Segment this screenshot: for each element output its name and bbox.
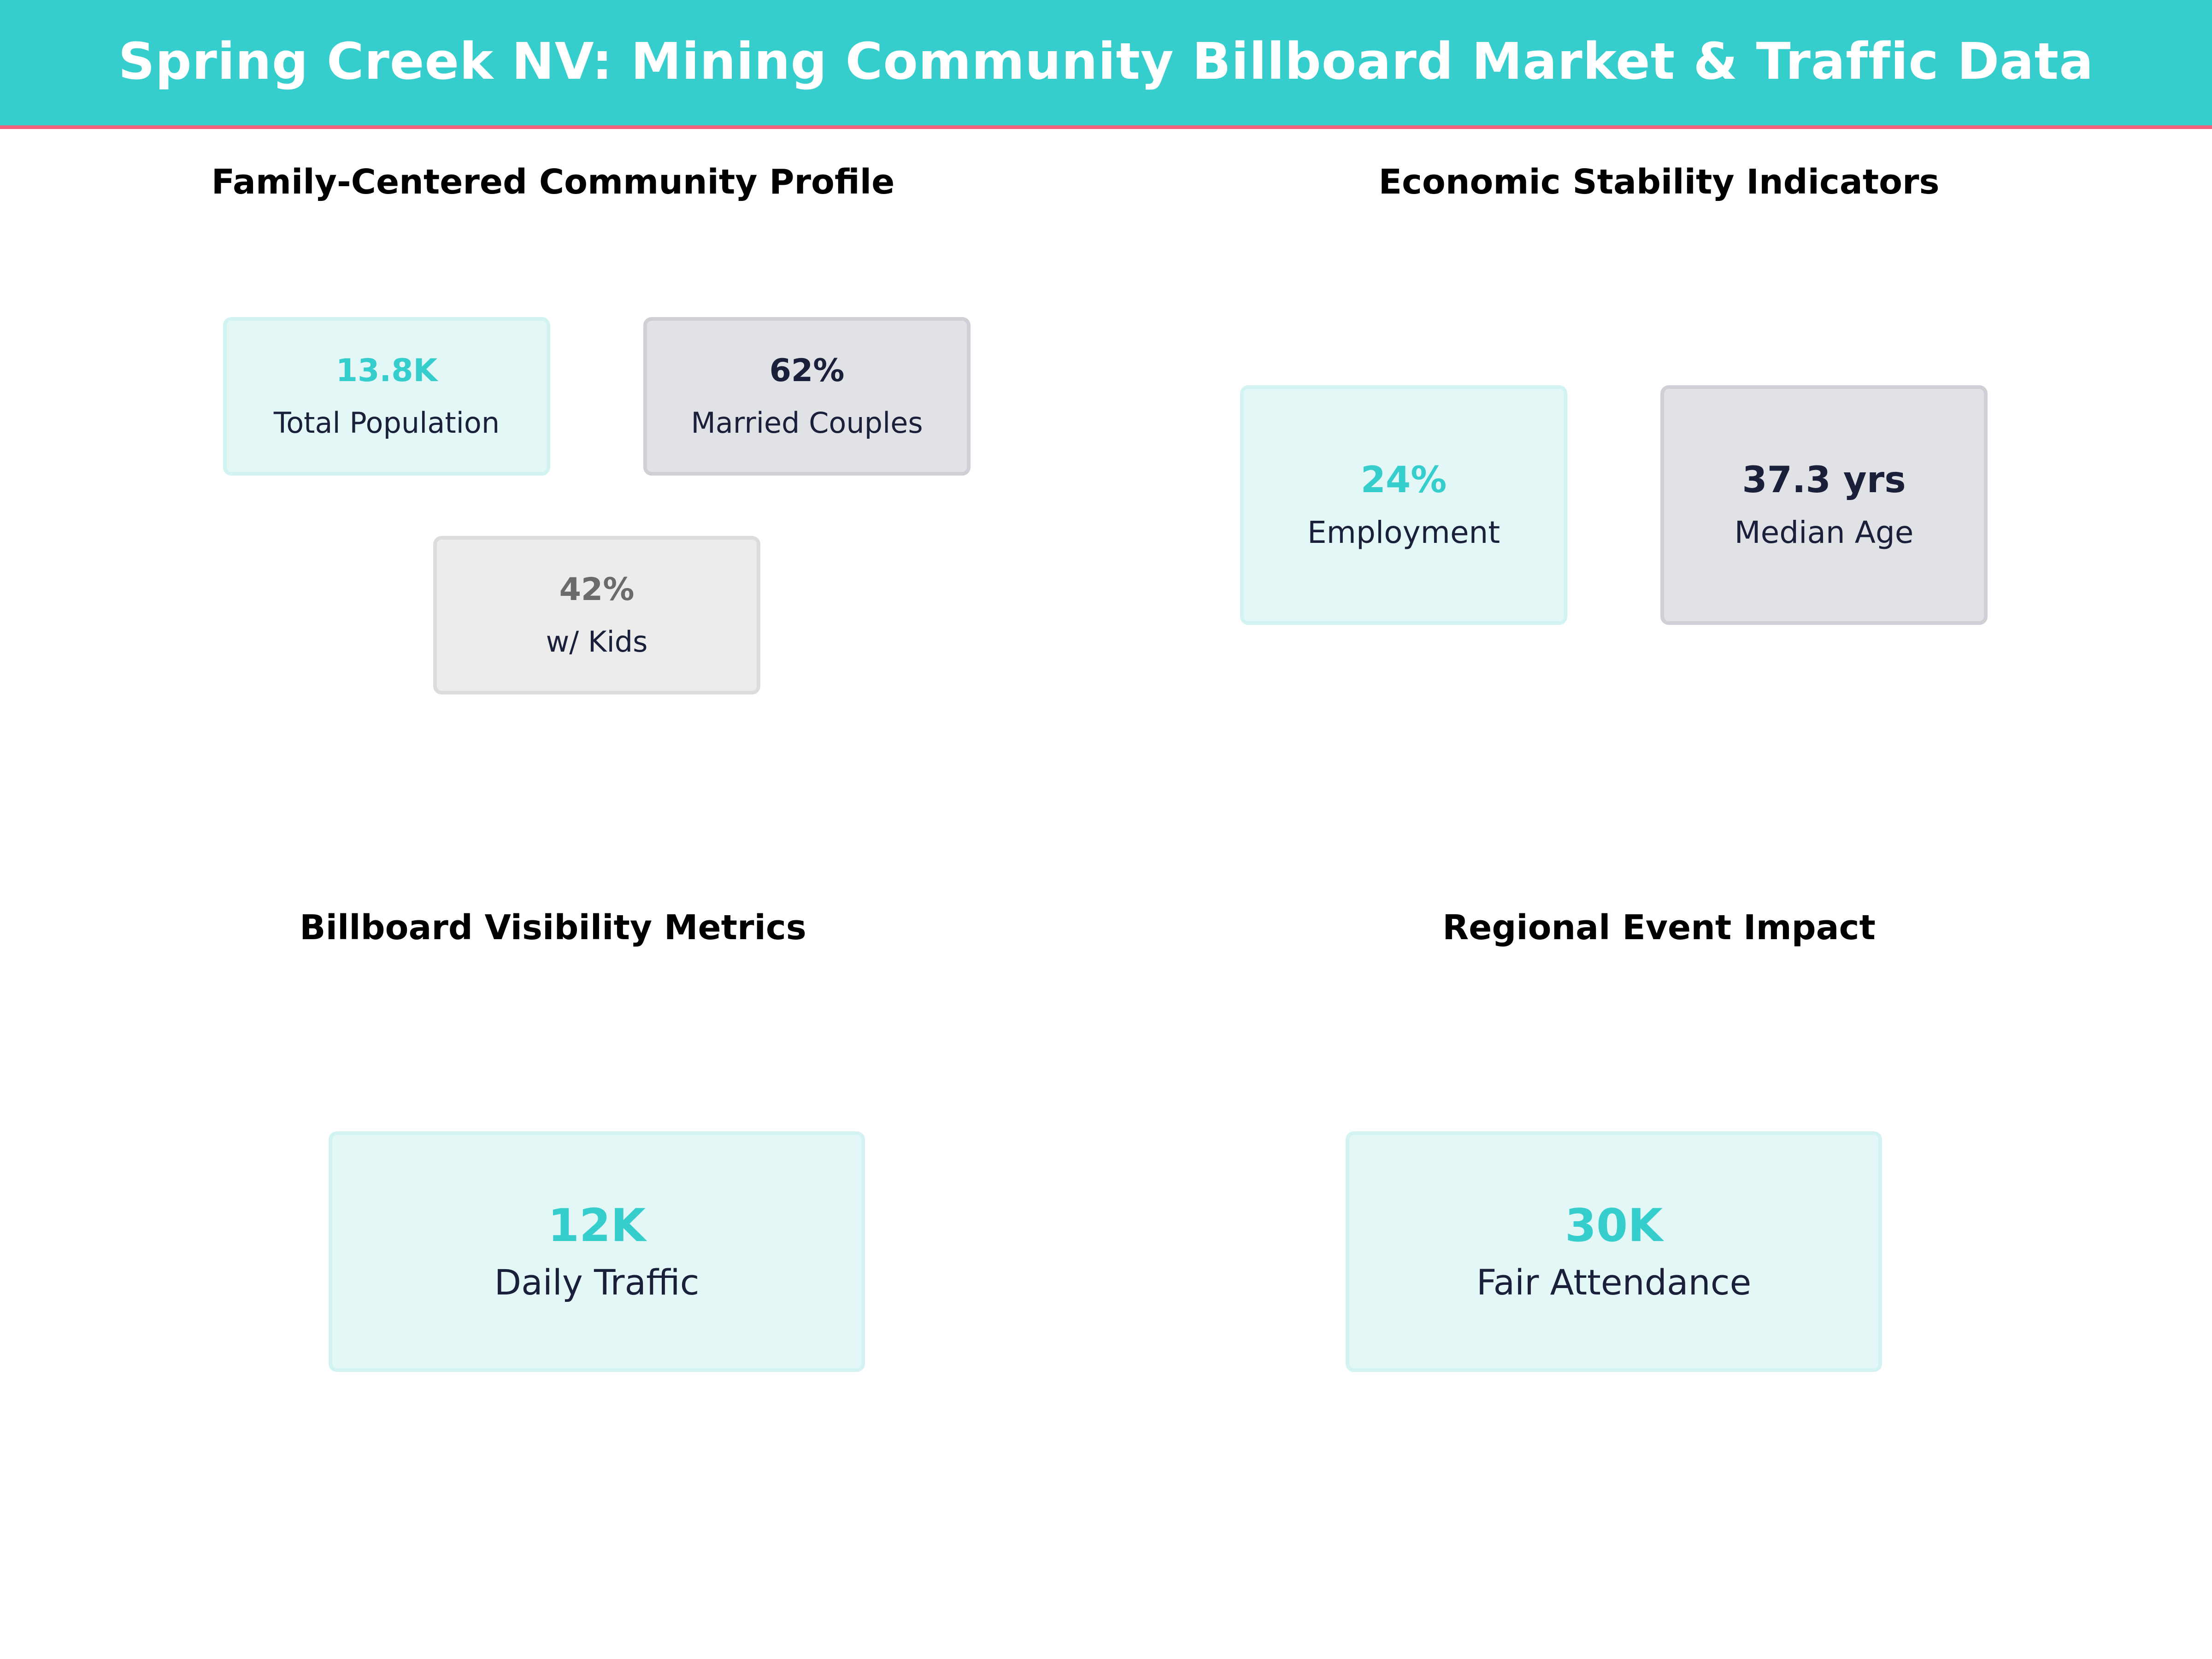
stat-label: Fair Attendance <box>1476 1262 1752 1303</box>
stat-value: 30K <box>1565 1200 1663 1252</box>
stat-card-employment: 24% Employment <box>1240 385 1567 625</box>
section-title-visibility: Billboard Visibility Metrics <box>300 908 806 947</box>
stat-value: 24% <box>1360 459 1447 501</box>
stat-card-married-couples: 62% Married Couples <box>643 317 971 476</box>
stat-card-daily-traffic: 12K Daily Traffic <box>329 1131 865 1372</box>
stat-card-with-kids: 42% w/ Kids <box>433 536 760 694</box>
stat-label: Married Couples <box>691 406 923 440</box>
stat-value: 42% <box>559 571 635 608</box>
section-title-events: Regional Event Impact <box>1442 908 1876 947</box>
stat-label: Employment <box>1307 515 1500 550</box>
section-title-family: Family-Centered Community Profile <box>211 162 895 202</box>
stat-label: Median Age <box>1734 515 1914 550</box>
stat-value: 62% <box>769 353 845 389</box>
page-title: Spring Creek NV: Mining Community Billbo… <box>118 32 2094 91</box>
stat-card-median-age: 37.3 yrs Median Age <box>1660 385 1988 625</box>
section-title-economic: Economic Stability Indicators <box>1378 162 1940 202</box>
stat-card-fair-attendance: 30K Fair Attendance <box>1346 1131 1882 1372</box>
stat-value: 37.3 yrs <box>1742 459 1906 501</box>
stat-label: w/ Kids <box>546 625 648 659</box>
stat-label: Total Population <box>273 406 500 440</box>
stat-card-total-population: 13.8K Total Population <box>223 317 550 476</box>
header-banner: Spring Creek NV: Mining Community Billbo… <box>0 0 2212 129</box>
stat-label: Daily Traffic <box>494 1262 700 1303</box>
stat-value: 12K <box>547 1200 646 1252</box>
stat-value: 13.8K <box>335 353 438 389</box>
